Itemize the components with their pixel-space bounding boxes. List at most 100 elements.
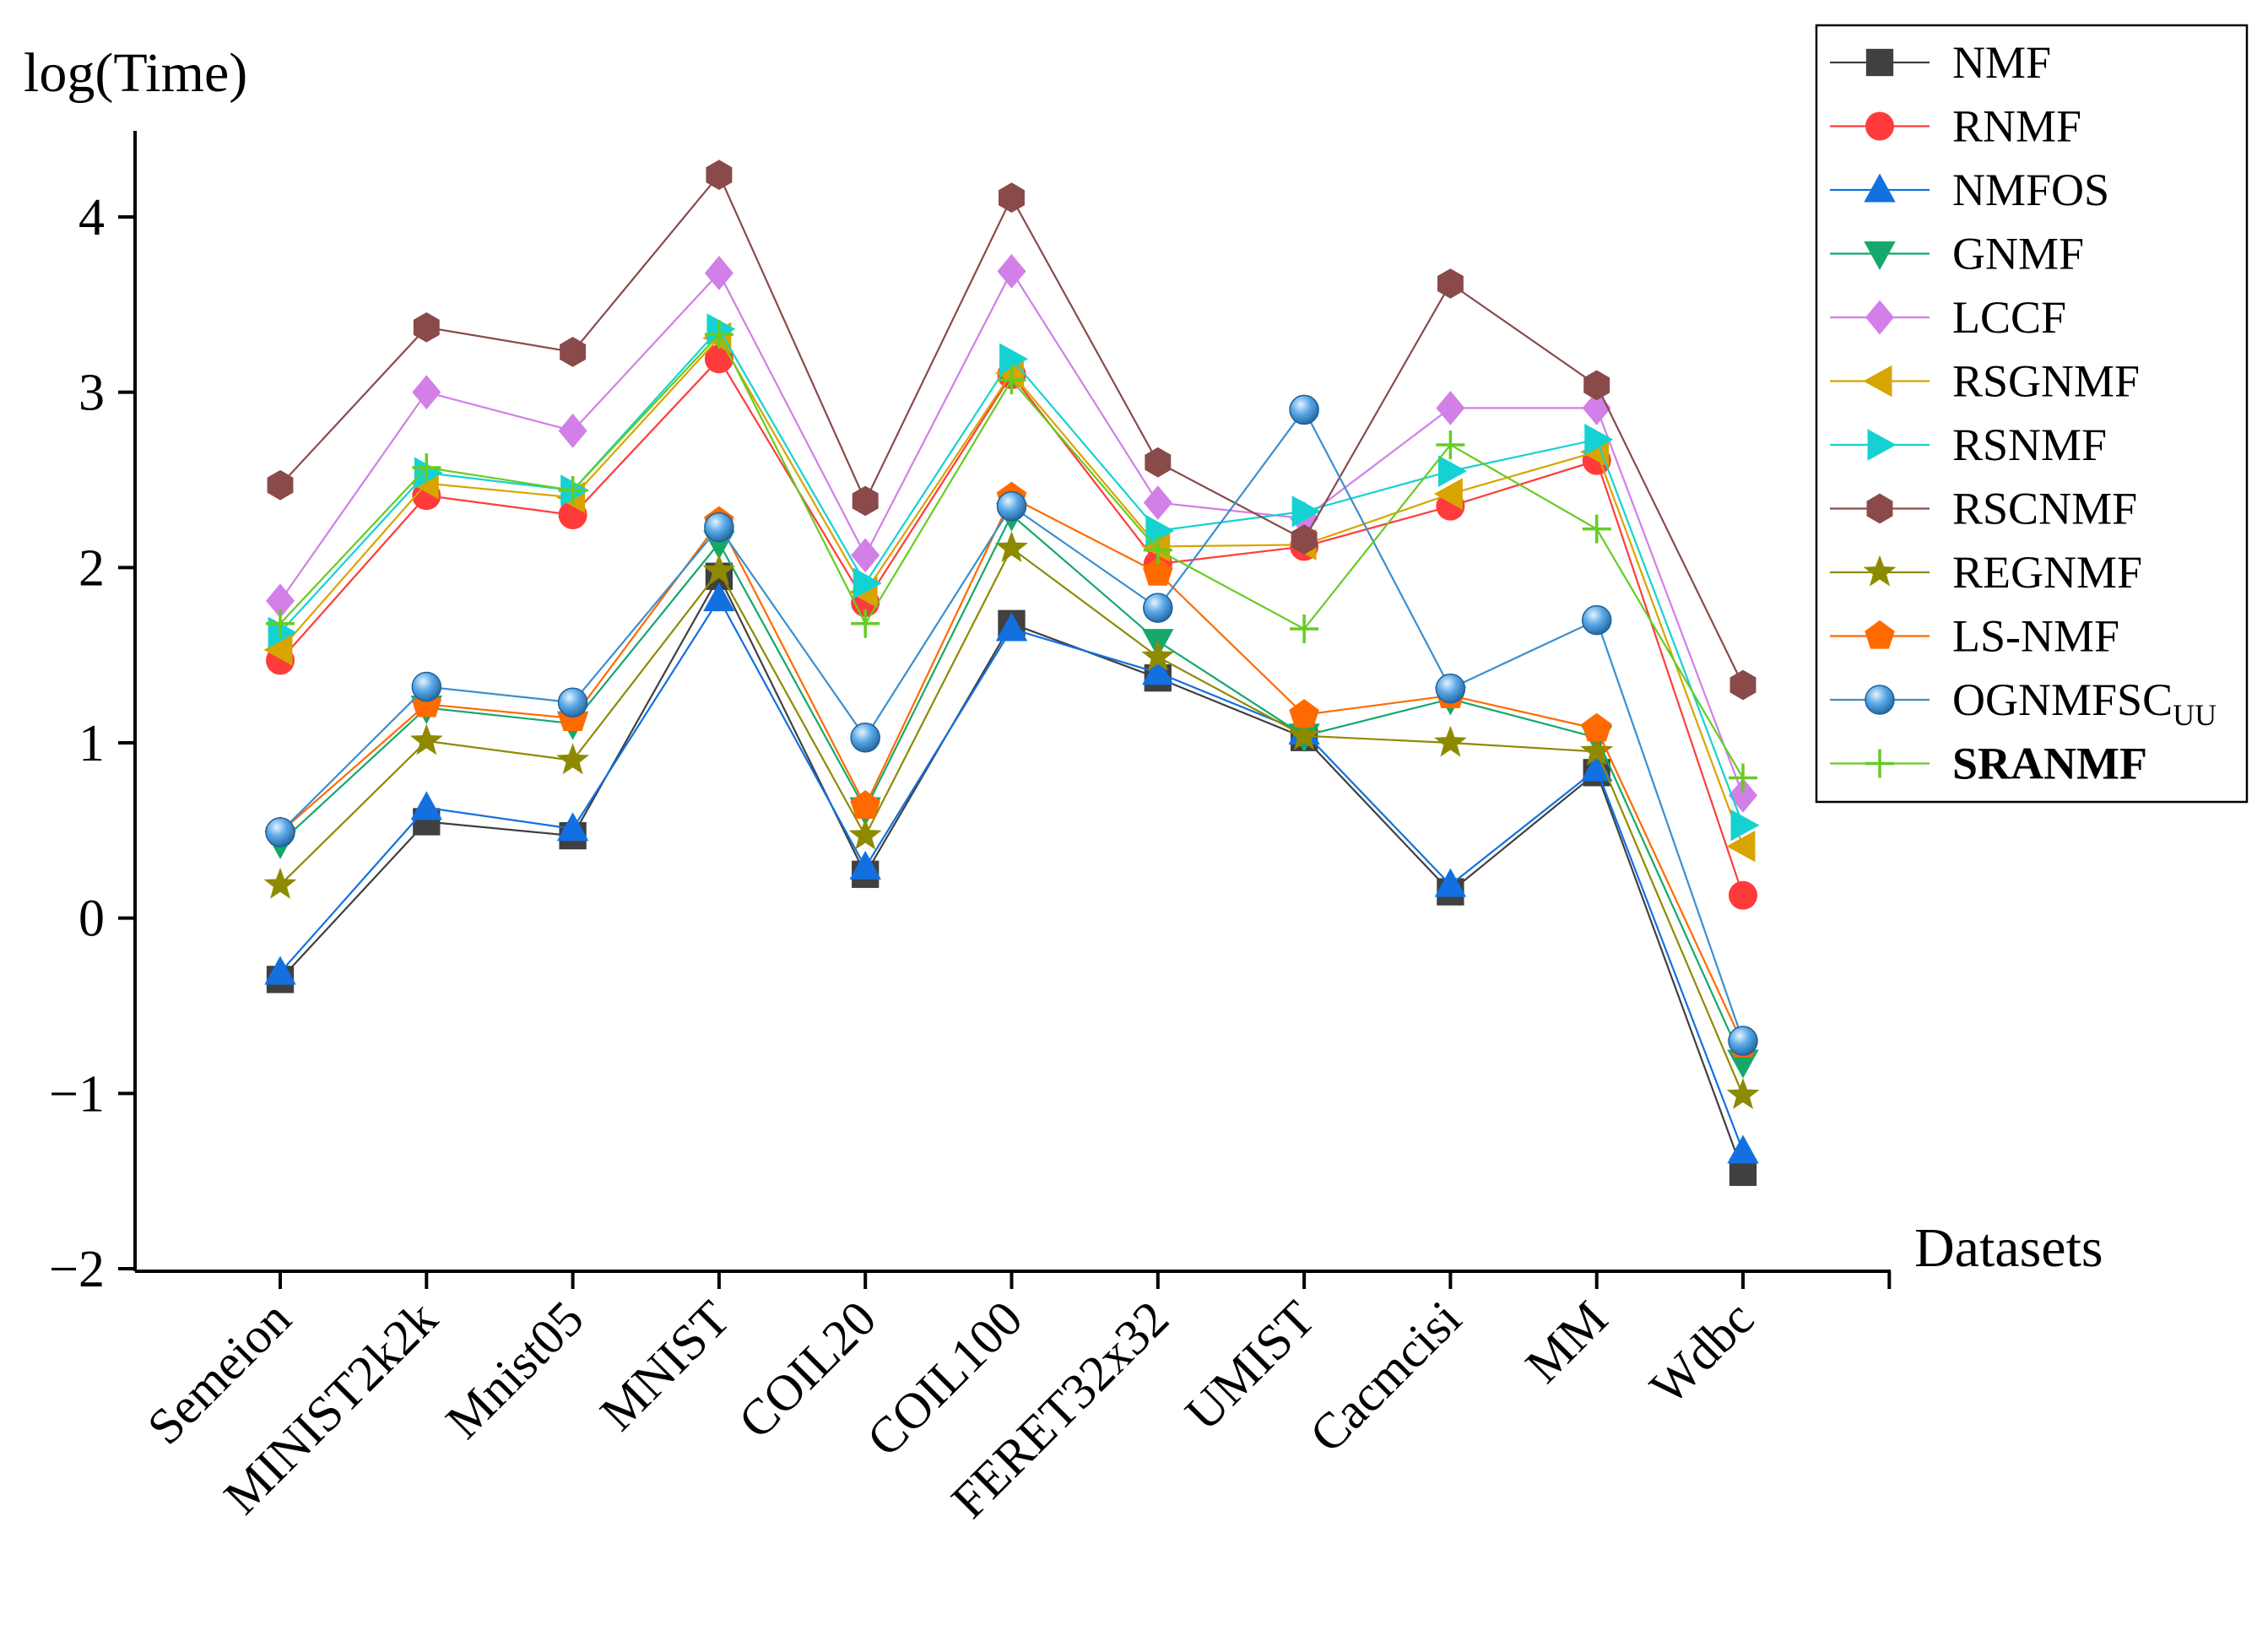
data-point — [411, 671, 442, 702]
legend-marker — [1865, 685, 1895, 715]
data-point — [1435, 673, 1466, 704]
legend-marker — [1864, 173, 1896, 203]
series-sranmf — [266, 320, 1757, 793]
x-tick-label: MM — [1515, 1291, 1618, 1394]
legend: NMF RNMF NMFOS GNMF LCCF RSGNMF RSNMF RSCNMF REG… — [1815, 24, 2249, 804]
data-point — [266, 609, 295, 638]
data-point — [264, 956, 296, 985]
data-point — [409, 723, 443, 755]
legend-label: REGNMF — [1952, 547, 2142, 598]
data-point — [412, 452, 441, 482]
data-point — [850, 790, 880, 819]
data-point — [1584, 424, 1614, 456]
data-point — [1729, 669, 1756, 701]
legend-label: NMFOS — [1952, 165, 2109, 215]
legend-marker — [1865, 300, 1894, 335]
data-point — [1145, 515, 1175, 547]
data-point — [1434, 868, 1467, 897]
data-point — [414, 457, 443, 489]
x-tick-label: Wdbc — [1639, 1291, 1764, 1416]
x-tick-label: MNIST — [589, 1291, 740, 1442]
data-point — [999, 343, 1029, 375]
data-point — [1437, 455, 1467, 487]
x-tick-label: Mnist05 — [436, 1291, 594, 1449]
data-point — [1143, 556, 1173, 586]
data-point — [703, 582, 735, 612]
legend-label: OGNMFSCUU — [1952, 674, 2217, 732]
data-point — [1729, 880, 1757, 910]
legend-label: SRANMF — [1952, 739, 2147, 789]
data-point — [1289, 699, 1319, 728]
data-point — [1436, 430, 1465, 459]
legend-marker — [1864, 241, 1896, 271]
data-point — [1433, 478, 1463, 510]
legend-label: RSCNMF — [1952, 484, 2137, 534]
legend-item: LS-NMF — [1830, 611, 2119, 662]
y-axis-title: log(Time) — [24, 42, 247, 104]
legend-item: NMF — [1830, 37, 2051, 88]
series-rsnmf — [268, 313, 1760, 842]
data-point — [1142, 656, 1174, 685]
data-point — [265, 817, 295, 847]
data-point — [556, 743, 590, 775]
data-point — [706, 160, 733, 191]
data-point — [997, 253, 1026, 289]
legend-marker — [1865, 749, 1894, 778]
data-point — [557, 687, 588, 718]
y-tick-label: 3 — [78, 365, 105, 422]
data-point — [1581, 604, 1612, 636]
legend-item: RSGNMF — [1830, 356, 2140, 407]
data-point — [996, 490, 1027, 522]
legend-marker — [1865, 620, 1895, 649]
legend-marker — [1863, 555, 1897, 587]
legend-marker — [1865, 48, 1894, 77]
series-gnmf — [264, 502, 1759, 1079]
series-line — [279, 495, 1744, 1045]
y-tick-label: 4 — [78, 189, 105, 246]
data-point — [1287, 718, 1321, 750]
series-ls-nmf — [265, 481, 1758, 1058]
data-point — [263, 867, 297, 899]
data-point — [556, 812, 589, 842]
data-point — [1437, 268, 1464, 299]
legend-label: RNMF — [1952, 101, 2081, 152]
series-regnmf — [263, 531, 1760, 1109]
axes: log(Time) Datasets — [24, 42, 2103, 1279]
data-point — [1729, 763, 1757, 793]
data-point — [1436, 390, 1465, 425]
series-ognmfsc — [265, 394, 1758, 1056]
data-point — [560, 337, 587, 367]
legend-marker — [1866, 493, 1893, 524]
y-ticks: 4 3 2 1 0 −1 −2 — [49, 189, 135, 1298]
data-point — [266, 583, 295, 619]
data-point — [995, 612, 1028, 642]
legend-marker — [1867, 429, 1897, 461]
legend-item: RSCNMF — [1830, 484, 2137, 534]
x-axis-title: Datasets — [1914, 1217, 2103, 1279]
data-point — [848, 818, 882, 850]
series-line — [279, 574, 1745, 1173]
data-point — [1728, 1026, 1758, 1056]
data-point — [1583, 370, 1610, 401]
data-point — [410, 791, 442, 820]
data-point — [1730, 809, 1760, 842]
data-point — [1581, 752, 1613, 782]
legend-marker — [1865, 111, 1894, 141]
data-point — [1727, 1135, 1759, 1164]
series-rsgnmf — [263, 322, 1756, 863]
data-point — [849, 850, 881, 880]
series-layer — [263, 160, 1760, 1186]
data-point — [267, 469, 294, 501]
legend-item: NMFOS — [1830, 165, 2109, 215]
x-tick-label: Cacmcisi — [1299, 1291, 1472, 1464]
data-point — [850, 723, 880, 753]
data-point — [851, 538, 880, 573]
data-point — [997, 366, 1026, 395]
data-point — [706, 313, 736, 345]
legend-item: GNMF — [1830, 229, 2084, 279]
data-point — [1143, 593, 1173, 623]
data-point — [851, 609, 880, 638]
legend-item: OGNMFSCUU — [1830, 674, 2217, 732]
data-point — [1582, 514, 1611, 544]
legend-marker — [1863, 365, 1892, 398]
